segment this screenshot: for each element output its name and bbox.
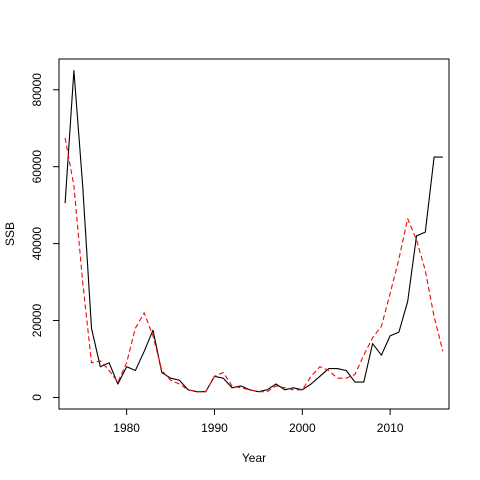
- y-tick-label: 80000: [30, 73, 44, 107]
- y-tick-label: 40000: [30, 227, 44, 261]
- series-line-solid: [64, 69, 443, 393]
- x-tick-label: 2000: [289, 421, 316, 435]
- series-line-dashed: [64, 137, 444, 393]
- y-axis: 0 20000 40000 60000 80000: [30, 73, 59, 401]
- x-axis: 1980 1990 2000 2010: [113, 409, 404, 435]
- x-tick-label: 1980: [113, 421, 140, 435]
- series-layer: [64, 69, 444, 393]
- plot-frame: [58, 58, 450, 410]
- x-axis-label: Year: [242, 451, 266, 465]
- y-tick-label: 20000: [30, 304, 44, 338]
- y-tick-label: 0: [30, 394, 44, 401]
- x-tick-label: 1990: [201, 421, 228, 435]
- x-tick-label: 2010: [377, 421, 404, 435]
- y-axis-label: SSB: [3, 222, 17, 246]
- y-tick-label: 60000: [30, 150, 44, 184]
